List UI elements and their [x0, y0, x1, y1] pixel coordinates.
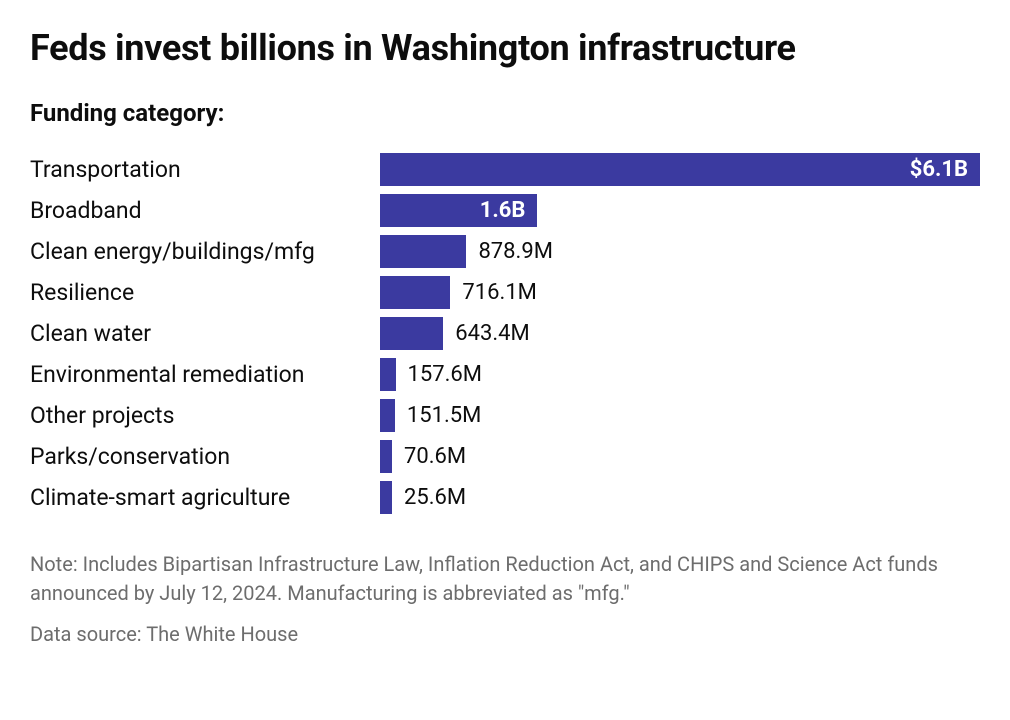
bar: $6.1B — [380, 153, 980, 186]
bar-area: 716.1M — [380, 276, 980, 309]
category-label: Resilience — [30, 279, 380, 306]
category-label: Transportation — [30, 156, 380, 183]
bar-row: Parks/conservation 70.6M — [30, 436, 980, 477]
bar — [380, 440, 392, 473]
bar-row: Broadband 1.6B — [30, 190, 980, 231]
data-source: Data source: The White House — [30, 622, 980, 646]
bar-area: 643.4M — [380, 317, 980, 350]
bar — [380, 276, 450, 309]
category-label: Clean energy/buildings/mfg — [30, 238, 380, 265]
bar — [380, 399, 395, 432]
bar-row: Climate-smart agriculture 25.6M — [30, 477, 980, 518]
category-label: Other projects — [30, 402, 380, 429]
bar-value: 643.4M — [455, 321, 529, 346]
footnote: Note: Includes Bipartisan Infrastructure… — [30, 550, 960, 608]
bar-value: 25.6M — [404, 485, 466, 510]
bar-value: 878.9M — [478, 239, 552, 264]
bar-area: 25.6M — [380, 481, 980, 514]
bar-value: $6.1B — [910, 157, 968, 182]
bar: 1.6B — [380, 194, 537, 227]
chart-title: Feds invest billions in Washington infra… — [30, 28, 980, 69]
category-label: Clean water — [30, 320, 380, 347]
bar — [380, 481, 392, 514]
bar-area: 878.9M — [380, 235, 980, 268]
category-label: Parks/conservation — [30, 443, 380, 470]
bar-chart: Transportation $6.1B Broadband 1.6B Clean en… — [30, 149, 980, 518]
bar — [380, 358, 396, 391]
category-label: Broadband — [30, 197, 380, 224]
bar-row: Other projects 151.5M — [30, 395, 980, 436]
bar — [380, 235, 466, 268]
bar-area: 1.6B — [380, 194, 980, 227]
category-label: Climate-smart agriculture — [30, 484, 380, 511]
bar-area: 70.6M — [380, 440, 980, 473]
bar — [380, 317, 443, 350]
bar-value: 70.6M — [404, 444, 466, 469]
bar-value: 157.6M — [408, 362, 482, 387]
bar-area: 157.6M — [380, 358, 980, 391]
bar-value: 1.6B — [480, 198, 526, 223]
bar-row: Clean energy/buildings/mfg 878.9M — [30, 231, 980, 272]
bar-row: Environmental remediation 157.6M — [30, 354, 980, 395]
bar-row: Transportation $6.1B — [30, 149, 980, 190]
bar-area: 151.5M — [380, 399, 980, 432]
bar-value: 151.5M — [407, 403, 481, 428]
bar-area: $6.1B — [380, 153, 980, 186]
chart-subtitle: Funding category: — [30, 99, 980, 127]
bar-row: Clean water 643.4M — [30, 313, 980, 354]
bar-row: Resilience 716.1M — [30, 272, 980, 313]
category-label: Environmental remediation — [30, 361, 380, 388]
bar-value: 716.1M — [462, 280, 536, 305]
